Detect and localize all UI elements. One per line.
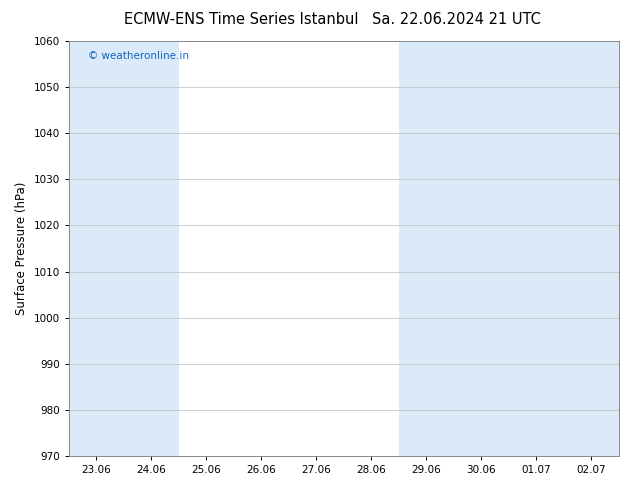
Bar: [509, 41, 619, 456]
Bar: [399, 41, 509, 456]
Y-axis label: Surface Pressure (hPa): Surface Pressure (hPa): [15, 182, 28, 315]
Text: © weatheronline.in: © weatheronline.in: [88, 51, 189, 61]
Text: ECMW-ENS Time Series Istanbul: ECMW-ENS Time Series Istanbul: [124, 12, 358, 27]
Bar: [69, 41, 179, 456]
Text: Sa. 22.06.2024 21 UTC: Sa. 22.06.2024 21 UTC: [372, 12, 541, 27]
